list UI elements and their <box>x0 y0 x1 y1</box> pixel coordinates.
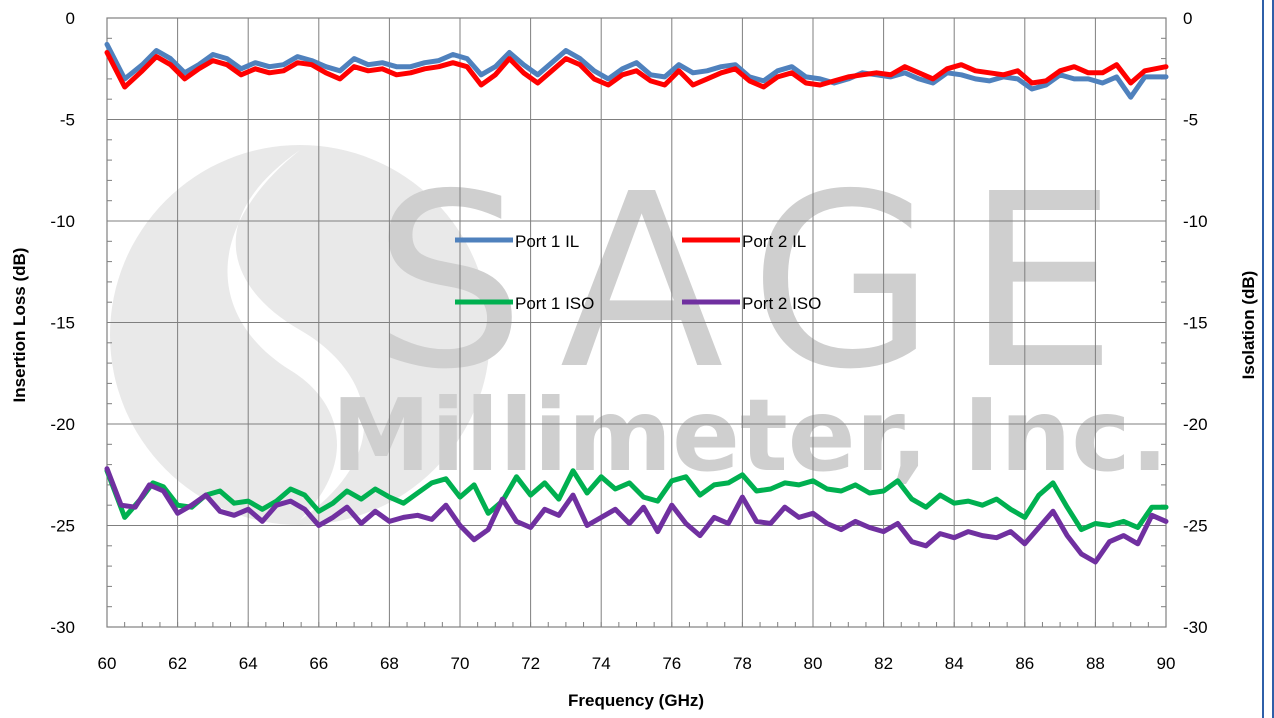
series-port1-iso <box>104 468 1169 533</box>
y-tick-label-right: -20 <box>1183 415 1208 434</box>
x-tick-label: 86 <box>1015 654 1034 673</box>
legend-label-port2-iso: Port 2 ISO <box>742 294 821 313</box>
x-tick-label: 68 <box>380 654 399 673</box>
y-tick-label-left: -15 <box>50 314 75 333</box>
series-port2-il <box>104 50 1169 90</box>
legend-label-port1-il: Port 1 IL <box>515 232 579 251</box>
x-tick-label: 82 <box>874 654 893 673</box>
legend-label-port1-iso: Port 1 ISO <box>515 294 594 313</box>
watermark-text: SAGE <box>373 142 1147 422</box>
x-tick-labels: 60 62 64 66 68 70 72 74 76 78 80 82 84 86 88 90 <box>98 654 1176 673</box>
y-tick-label-left: -10 <box>50 212 75 231</box>
x-tick-label: 62 <box>168 654 187 673</box>
y-tick-labels-left: 0 -5 -10 -15 -20 -25 -30 <box>50 9 75 637</box>
x-tick-label: 60 <box>98 654 117 673</box>
series-port2-iso <box>104 466 1169 565</box>
watermark-logo: SAGE Millimeter, Inc. <box>110 142 1169 525</box>
series-lines <box>104 41 1169 565</box>
legend-label-port2-il: Port 2 IL <box>742 232 806 251</box>
y-tick-labels-right: 0 -5 -10 -15 -20 -25 -30 <box>1183 9 1208 637</box>
x-tick-label: 66 <box>309 654 328 673</box>
y-tick-label-left: -30 <box>50 618 75 637</box>
y-tick-label-right: -10 <box>1183 212 1208 231</box>
x-tick-label: 84 <box>945 654 964 673</box>
y-tick-label-right: -15 <box>1183 314 1208 333</box>
y-tick-label-left: -20 <box>50 415 75 434</box>
y-tick-label-right: -30 <box>1183 618 1208 637</box>
x-axis-title: Frequency (GHz) <box>568 691 704 710</box>
x-tick-label: 88 <box>1086 654 1105 673</box>
x-tick-label: 72 <box>521 654 540 673</box>
legend: Port 1 IL Port 2 IL Port 1 ISO Port 2 IS… <box>455 232 821 313</box>
y-tick-label-left: -25 <box>50 517 75 536</box>
series-port1-il <box>104 41 1169 100</box>
y-axis-title-left: Insertion Loss (dB) <box>10 248 29 403</box>
y-tick-label-right: 0 <box>1183 9 1192 28</box>
y-tick-label-left: 0 <box>66 9 75 28</box>
x-tick-label: 64 <box>239 654 258 673</box>
x-tick-label: 90 <box>1157 654 1176 673</box>
x-tick-label: 74 <box>592 654 611 673</box>
y-tick-label-right: -5 <box>1183 111 1198 130</box>
watermark-subtext: Millimeter, Inc. <box>331 377 1168 494</box>
y-tick-label-left: -5 <box>60 111 75 130</box>
window-edge-bar-inner <box>1264 0 1272 718</box>
y-axis-title-right: Isolation (dB) <box>1239 271 1258 380</box>
x-tick-label: 76 <box>662 654 681 673</box>
x-tick-label: 70 <box>451 654 470 673</box>
y-tick-label-right: -25 <box>1183 517 1208 536</box>
x-tick-label: 78 <box>733 654 752 673</box>
x-tick-label: 80 <box>804 654 823 673</box>
